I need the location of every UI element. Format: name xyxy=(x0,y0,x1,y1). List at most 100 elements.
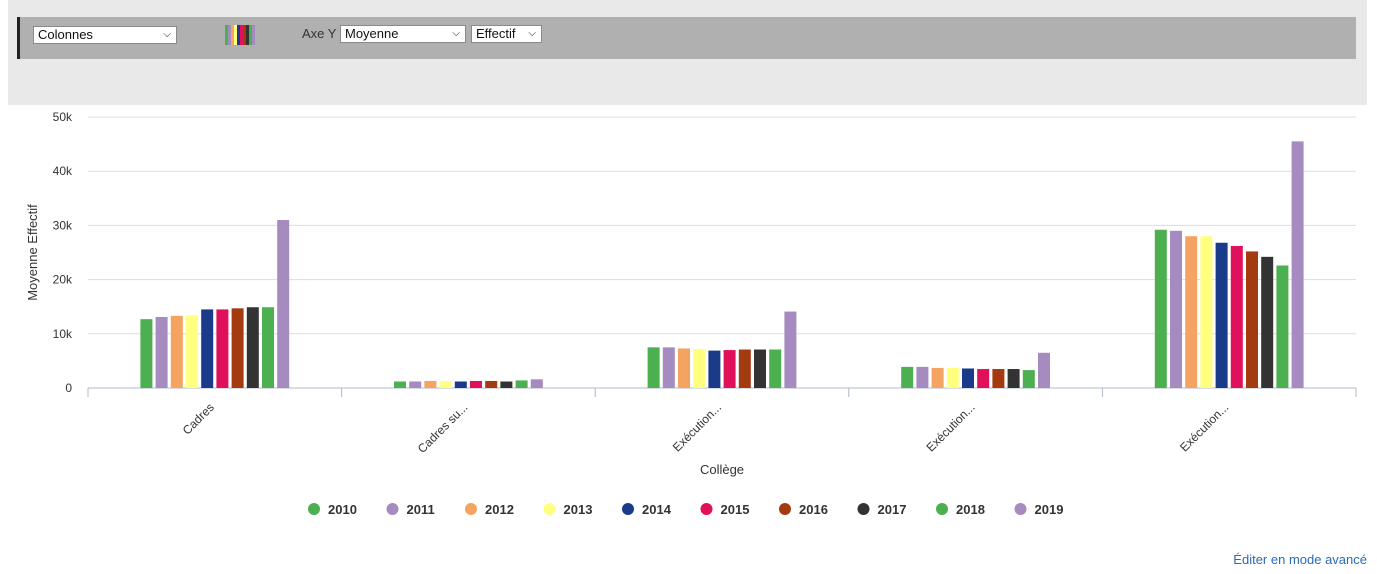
y-tick-label: 50k xyxy=(53,110,73,124)
bar-2016-5 xyxy=(1246,251,1258,388)
bar-2017-2 xyxy=(500,381,513,388)
x-tick-label: Exécution... xyxy=(670,400,724,454)
bar-2015-3 xyxy=(723,350,736,388)
bar-2012-5 xyxy=(1185,236,1198,388)
y-axis-title: Moyenne Effectif xyxy=(25,204,40,301)
bar-2019-2 xyxy=(530,379,543,388)
bar-2017-5 xyxy=(1261,256,1274,388)
palette-swatch xyxy=(243,25,246,45)
legend-marker-2013 xyxy=(543,503,556,515)
y-tick-label: 0 xyxy=(65,381,72,395)
bar-2013-4 xyxy=(946,367,959,388)
bar-2015-5 xyxy=(1230,245,1243,388)
legend-label-2018: 2018 xyxy=(956,502,985,517)
legend-marker-2014 xyxy=(622,503,634,515)
bar-2012-1 xyxy=(170,315,183,388)
bar-2018-4 xyxy=(1022,370,1035,388)
legend-label-2016: 2016 xyxy=(799,502,828,517)
palette-swatch xyxy=(246,25,249,45)
bar-2010-3 xyxy=(647,347,660,388)
bar-2012-2 xyxy=(424,380,437,388)
bar-2015-4 xyxy=(977,369,990,388)
bar-2017-3 xyxy=(754,349,766,388)
bar-2011-4 xyxy=(916,366,929,388)
palette-swatch xyxy=(231,25,234,45)
bar-2014-1 xyxy=(201,309,214,388)
bar-2013-3 xyxy=(693,348,706,388)
chart-type-select[interactable]: Colonnes ⌵ xyxy=(33,26,177,44)
bar-2011-1 xyxy=(155,316,168,388)
bar-2018-2 xyxy=(515,380,528,388)
bar-2013-1 xyxy=(186,315,198,388)
palette-swatch xyxy=(228,25,231,45)
measure-value: Effectif xyxy=(476,26,516,41)
legend-marker-2016 xyxy=(779,503,791,515)
bar-2017-1 xyxy=(246,307,259,388)
aggregate-select[interactable]: Moyenne ⌵ xyxy=(340,25,466,43)
bar-2014-3 xyxy=(708,350,721,388)
x-tick-label: Cadres su... xyxy=(415,400,471,456)
bar-2016-3 xyxy=(738,349,751,388)
advanced-mode-link[interactable]: Éditer en mode avancé xyxy=(1233,552,1367,567)
bar-2016-1 xyxy=(231,308,244,388)
y-tick-label: 30k xyxy=(53,218,73,232)
legend-label-2015: 2015 xyxy=(721,502,750,517)
bar-2017-4 xyxy=(1007,369,1020,388)
y-tick-label: 40k xyxy=(53,164,73,178)
legend-marker-2017 xyxy=(857,503,870,515)
bar-2011-3 xyxy=(662,347,675,388)
legend-marker-2018 xyxy=(936,503,948,515)
chart-toolbar: Colonnes ⌵ Axe Y Moyenne ⌵ Effectif ⌵ xyxy=(17,17,1356,59)
legend-marker-2010 xyxy=(308,503,320,515)
x-tick-label: Exécution... xyxy=(1177,400,1231,454)
axis-y-label: Axe Y xyxy=(302,26,337,41)
bar-2013-2 xyxy=(439,380,452,388)
palette-swatch xyxy=(225,25,228,45)
bar-2019-4 xyxy=(1038,352,1050,388)
legend-label-2019: 2019 xyxy=(1035,502,1064,517)
palette-swatch xyxy=(240,25,243,45)
bar-2019-5 xyxy=(1291,141,1304,388)
bar-2019-3 xyxy=(784,311,797,388)
bar-2018-1 xyxy=(262,307,274,388)
bar-2014-4 xyxy=(962,368,974,388)
chevron-down-icon: ⌵ xyxy=(452,28,460,39)
bar-2014-5 xyxy=(1215,242,1228,388)
bar-2015-2 xyxy=(470,380,482,388)
legend-label-2014: 2014 xyxy=(642,502,672,517)
legend-marker-2012 xyxy=(465,503,477,515)
bar-2010-5 xyxy=(1154,229,1167,388)
palette-swatch xyxy=(237,25,240,45)
bar-2011-2 xyxy=(409,381,422,388)
chevron-down-icon: ⌵ xyxy=(528,28,536,39)
legend-label-2011: 2011 xyxy=(407,502,435,517)
bar-chart: 0 10k 20k 30k 40k 50k Moyenne Effectif Cadres Ca… xyxy=(25,110,1357,517)
palette-swatch xyxy=(234,25,237,45)
bar-2019-1 xyxy=(277,219,290,388)
aggregate-value: Moyenne xyxy=(345,26,399,41)
x-tick-label: Cadres xyxy=(180,400,217,437)
bar-2010-1 xyxy=(140,319,153,388)
measure-select[interactable]: Effectif ⌵ xyxy=(471,25,542,43)
bar-2014-2 xyxy=(454,381,467,388)
palette-swatch xyxy=(252,25,255,45)
bar-2010-2 xyxy=(394,381,406,388)
bar-2012-4 xyxy=(931,367,944,388)
legend-marker-2011 xyxy=(386,503,399,515)
bar-2015-1 xyxy=(216,309,229,388)
y-tick-label: 10k xyxy=(53,327,73,341)
legend-marker-2015 xyxy=(700,503,713,515)
bar-2012-3 xyxy=(678,348,690,388)
y-tick-label: 20k xyxy=(53,273,73,287)
bar-2018-3 xyxy=(769,349,782,388)
chevron-down-icon: ⌵ xyxy=(163,29,171,40)
color-palette-button[interactable] xyxy=(225,25,255,45)
bar-2010-4 xyxy=(901,366,914,388)
bar-2018-5 xyxy=(1276,265,1289,388)
bar-2016-2 xyxy=(485,380,498,388)
legend-label-2013: 2013 xyxy=(564,502,593,517)
bar-2016-4 xyxy=(992,369,1005,388)
x-axis-title: Collège xyxy=(700,462,744,477)
legend-marker-2019 xyxy=(1014,503,1027,515)
legend-label-2017: 2017 xyxy=(878,502,907,517)
